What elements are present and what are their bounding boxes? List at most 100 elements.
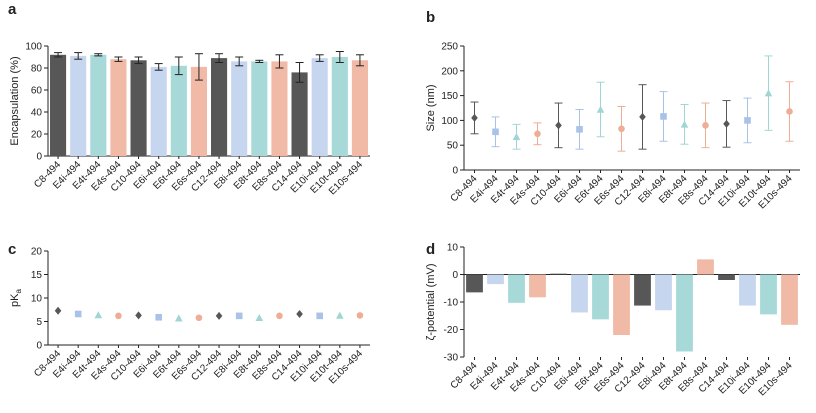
marker xyxy=(576,126,583,133)
bar xyxy=(676,274,693,352)
marker xyxy=(492,128,499,136)
marker xyxy=(175,314,183,322)
y-tick-label: 250 xyxy=(441,42,458,53)
y-tick-label: 5 xyxy=(36,317,42,328)
marker xyxy=(195,314,203,322)
y-tick-label: 0 xyxy=(452,166,458,177)
y-tick-label: 150 xyxy=(441,91,458,102)
marker xyxy=(316,312,323,320)
marker xyxy=(555,121,562,130)
bar xyxy=(311,58,328,156)
y-tick-label: 0 xyxy=(36,341,42,352)
y-axis-label-sub: a xyxy=(14,288,23,293)
bar xyxy=(781,274,798,325)
marker xyxy=(764,89,773,97)
y-tick-label: -30 xyxy=(444,353,459,364)
y-tick-label: 0 xyxy=(452,270,458,281)
marker xyxy=(296,309,303,318)
bar xyxy=(90,54,107,156)
marker xyxy=(639,112,646,121)
marker xyxy=(534,130,541,138)
y-tick-label: 100 xyxy=(25,42,42,53)
bar xyxy=(592,274,609,320)
marker xyxy=(512,132,521,141)
marker xyxy=(115,312,122,320)
y-axis-label: pKa xyxy=(9,288,23,306)
bar xyxy=(130,60,147,156)
marker xyxy=(471,113,478,122)
bar xyxy=(550,273,567,275)
y-tick-label: -20 xyxy=(444,325,459,336)
bar xyxy=(466,274,483,293)
bar xyxy=(613,274,630,335)
bar xyxy=(718,274,735,280)
bar xyxy=(170,65,187,156)
marker xyxy=(618,125,625,133)
y-tick-label: 80 xyxy=(31,64,43,75)
y-tick-label: 100 xyxy=(441,116,458,127)
bar xyxy=(291,72,308,156)
bar xyxy=(251,61,268,156)
y-tick-label: 10 xyxy=(31,294,43,305)
bar xyxy=(529,274,546,298)
bar xyxy=(231,61,248,156)
panel-label: c xyxy=(8,241,16,258)
marker xyxy=(356,312,364,319)
marker xyxy=(786,108,793,115)
y-tick-label: 60 xyxy=(31,86,43,97)
y-axis-label: Size (nm) xyxy=(425,84,437,131)
y-tick-label: 20 xyxy=(31,130,43,141)
y-tick-label: 20 xyxy=(31,247,43,258)
y-tick-label: 200 xyxy=(441,66,458,77)
bar xyxy=(487,274,504,285)
marker xyxy=(135,311,142,320)
bar xyxy=(190,66,207,156)
marker xyxy=(215,311,223,320)
bar xyxy=(150,66,167,156)
bar xyxy=(50,54,67,156)
bar xyxy=(331,57,348,156)
bar xyxy=(271,61,288,156)
marker xyxy=(596,105,605,113)
marker xyxy=(155,313,162,321)
y-axis-label-text: pK xyxy=(9,293,21,307)
bar xyxy=(110,59,127,157)
marker xyxy=(74,310,82,318)
bar xyxy=(760,274,777,315)
y-tick-label: -10 xyxy=(444,298,459,309)
panel-label: d xyxy=(426,241,435,258)
marker xyxy=(744,117,751,124)
marker xyxy=(255,313,264,322)
bar xyxy=(508,274,525,303)
y-tick-label: 40 xyxy=(31,108,43,119)
panel-label: b xyxy=(426,9,435,26)
y-tick-label: 0 xyxy=(36,152,42,163)
bar xyxy=(739,274,756,306)
marker xyxy=(702,122,709,129)
y-axis-label: ζ-potential (mV) xyxy=(425,264,437,341)
bar xyxy=(697,259,714,275)
y-axis-label-text: Encapsulation (%) xyxy=(9,56,21,145)
bar xyxy=(70,55,87,156)
bar xyxy=(655,274,672,311)
bar xyxy=(211,58,228,156)
y-tick-label: 15 xyxy=(31,270,43,281)
marker xyxy=(336,311,344,319)
y-axis-label-text: ζ-potential (mV) xyxy=(425,264,437,341)
y-tick-label: 50 xyxy=(447,141,459,152)
bar xyxy=(351,60,368,156)
y-tick-label: 10 xyxy=(447,243,459,254)
bar xyxy=(571,274,588,313)
marker xyxy=(723,119,730,128)
marker xyxy=(680,120,689,128)
marker xyxy=(235,312,243,320)
bar xyxy=(634,274,651,306)
marker xyxy=(276,312,283,320)
y-axis-label-text: Size (nm) xyxy=(425,84,437,131)
marker xyxy=(94,311,103,319)
panel-label: a xyxy=(8,1,17,18)
y-axis-label: Encapsulation (%) xyxy=(9,56,21,145)
marker xyxy=(54,306,62,315)
marker xyxy=(660,113,667,120)
